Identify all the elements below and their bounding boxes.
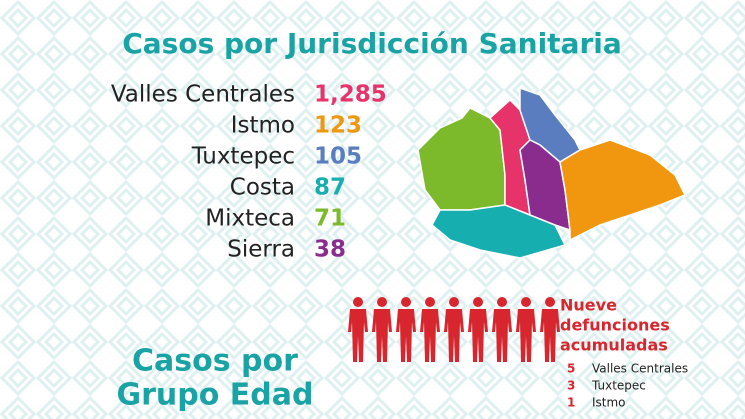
jurisdiction-cases: 105 xyxy=(314,144,362,170)
death-count: 5 xyxy=(567,362,575,376)
jurisdiction-cases: 1,285 xyxy=(314,82,387,108)
jurisdiction-cases: 87 xyxy=(314,175,346,201)
jurisdiction-cases: 123 xyxy=(314,113,362,139)
jurisdiction-name: Istmo xyxy=(231,113,295,139)
age-title-line: Grupo Edad xyxy=(117,378,314,413)
deaths-title: Nueve xyxy=(560,296,617,315)
title: Casos por Jurisdicción Sanitaria xyxy=(122,27,622,60)
age-title-line: Casos por xyxy=(132,344,298,379)
jurisdiction-name: Costa xyxy=(230,175,295,201)
jurisdiction-name: Mixteca xyxy=(205,206,295,232)
jurisdiction-name: Valles Centrales xyxy=(111,82,295,108)
jurisdiction-list: Valles Centrales 1,285 Istmo 123 Tuxtepec 105… xyxy=(111,82,387,263)
death-place: Tuxtepec xyxy=(591,379,646,393)
death-count: 3 xyxy=(567,379,575,393)
death-place: Istmo xyxy=(592,396,626,410)
death-count: 1 xyxy=(567,396,575,410)
death-place: Valles Centrales xyxy=(592,362,688,376)
deaths-title: acumuladas xyxy=(560,336,668,355)
jurisdiction-name: Sierra xyxy=(227,237,295,263)
jurisdiction-cases: 38 xyxy=(314,237,346,263)
jurisdiction-name: Tuxtepec xyxy=(191,144,295,170)
map xyxy=(417,86,687,259)
deaths-title: defunciones xyxy=(560,316,670,335)
jurisdiction-cases: 71 xyxy=(314,206,346,232)
